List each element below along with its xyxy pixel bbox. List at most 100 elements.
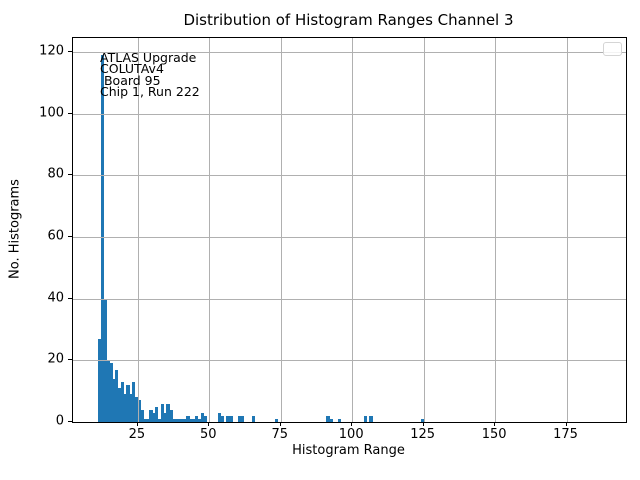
histogram-bar	[160, 403, 164, 422]
histogram-bar	[163, 412, 167, 422]
histogram-bar	[200, 412, 204, 422]
histogram-bar	[326, 415, 330, 422]
histogram-bar	[112, 378, 116, 422]
annotation-line-3: Board 95	[100, 72, 161, 88]
y-tick-mark	[68, 51, 72, 53]
histogram-bar	[117, 388, 122, 422]
histogram-bar	[172, 418, 176, 422]
histogram-bar	[146, 418, 150, 422]
histogram-bar	[186, 415, 190, 422]
y-tick-mark	[68, 421, 72, 422]
x-tick-label: 175	[553, 427, 578, 442]
histogram-bar	[143, 418, 147, 422]
histogram-bar	[115, 369, 119, 422]
y-tick-mark	[68, 236, 72, 238]
y-tick-label: 20	[47, 351, 64, 367]
histogram-bar	[175, 418, 179, 422]
histogram-bar	[180, 418, 184, 422]
gridline	[352, 38, 354, 422]
x-tick-label: 150	[481, 427, 507, 442]
histogram-bar	[363, 415, 367, 422]
y-tick-label: 40	[47, 290, 64, 306]
histogram-bar	[329, 418, 333, 422]
histogram-bar	[129, 394, 133, 422]
x-tick-mark	[422, 422, 424, 426]
histogram-bar	[155, 406, 159, 422]
histogram-bar	[166, 403, 170, 422]
histogram-bar	[137, 400, 142, 422]
y-tick-label: 100	[39, 105, 64, 121]
y-tick-label: 120	[39, 43, 64, 59]
histogram-bar	[169, 409, 173, 422]
gridline	[73, 298, 626, 300]
chart-title: Distribution of Histogram Ranges Channel…	[183, 11, 514, 29]
histogram-bar	[197, 418, 202, 422]
histogram-bar	[226, 415, 230, 422]
gridline	[495, 38, 497, 422]
histogram-bar	[337, 418, 342, 422]
x-tick-mark	[136, 422, 138, 426]
plot-area: ATLAS Upgrade COLUTAv4 Board 95 Chip 1, …	[72, 37, 627, 423]
histogram-bar	[220, 415, 224, 422]
x-tick-label: 75	[271, 427, 289, 442]
gridline	[73, 113, 626, 115]
annotation-line-4: Chip 1, Run 222	[100, 84, 200, 100]
histogram-bar	[97, 338, 102, 422]
x-axis-label: Histogram Range	[292, 443, 405, 458]
annotation-line-2: COLUTAv4	[100, 61, 164, 77]
histogram-bar	[217, 412, 222, 422]
x-tick-label: 125	[410, 427, 436, 442]
histogram-bar	[240, 415, 244, 422]
annotation-text: ATLAS Upgrade COLUTAv4 Board 95 Chip 1, …	[100, 50, 200, 100]
y-tick-mark	[68, 297, 72, 299]
x-tick-mark	[279, 422, 281, 426]
histogram-bar	[252, 415, 256, 422]
y-tick-mark	[68, 174, 72, 176]
x-tick-label: 25	[128, 427, 146, 442]
y-tick-mark	[68, 359, 72, 361]
histogram-bar	[183, 418, 187, 422]
histogram-bar	[132, 381, 136, 422]
annotation-line-1: ATLAS Upgrade	[100, 50, 197, 65]
gridline	[73, 237, 626, 239]
histogram-bar	[203, 415, 207, 422]
histogram-bar	[140, 409, 144, 422]
y-tick-label: 80	[47, 166, 64, 182]
histogram-bar	[109, 363, 113, 422]
y-axis-label: No. Histograms	[7, 179, 23, 279]
histogram-bar	[189, 418, 193, 422]
histogram-bar	[275, 418, 279, 422]
histogram-bar	[120, 381, 124, 422]
gridline	[73, 360, 626, 362]
histogram-bar	[149, 409, 153, 422]
histogram-bar	[177, 418, 182, 422]
histogram-bar	[192, 418, 196, 422]
histogram-bar	[369, 415, 373, 422]
histogram-bar	[100, 55, 104, 422]
x-tick-mark	[565, 422, 567, 426]
histogram-bar	[106, 360, 110, 422]
gridline	[566, 38, 568, 422]
legend-box	[603, 42, 622, 56]
x-tick-mark	[494, 422, 496, 426]
gridline	[73, 175, 626, 177]
histogram-bar	[123, 394, 127, 422]
x-tick-label: 100	[338, 427, 364, 442]
histogram-bar	[126, 385, 130, 422]
gridline	[73, 52, 626, 54]
gridline	[280, 38, 282, 422]
histogram-bar	[237, 415, 242, 422]
y-tick-mark	[68, 112, 72, 114]
histogram-bar	[157, 418, 162, 422]
x-tick-mark	[351, 422, 353, 426]
histogram-bar	[152, 412, 156, 422]
gridline	[209, 38, 211, 422]
y-tick-label: 60	[47, 228, 64, 244]
histogram-bar	[229, 415, 233, 422]
x-tick-mark	[208, 422, 210, 426]
histogram-bar	[420, 418, 425, 422]
gridline	[137, 38, 139, 422]
x-tick-label: 50	[200, 427, 217, 442]
histogram-bar	[135, 397, 139, 422]
